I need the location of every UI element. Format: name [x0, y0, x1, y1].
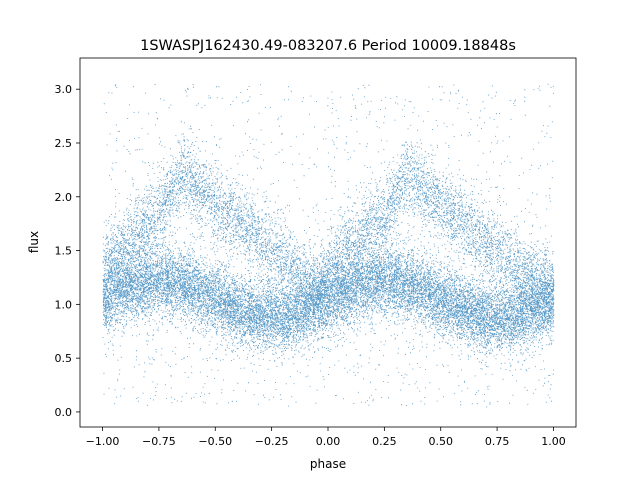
y-axis-label: flux — [27, 231, 41, 253]
x-axis-ticks: −1.00 −0.75 −0.50 −0.25 0.00 0.25 0.50 0.75 1.00 — [86, 427, 566, 448]
x-tick-label: 0.25 — [372, 435, 397, 448]
x-axis-label: phase — [310, 457, 346, 471]
x-tick-label: −0.50 — [198, 435, 232, 448]
x-tick-label: 0.00 — [316, 435, 341, 448]
y-tick-label: 0.5 — [55, 352, 73, 365]
scatter-points — [102, 83, 555, 408]
x-tick-label: 0.75 — [485, 435, 510, 448]
y-tick-label: 2.5 — [55, 137, 73, 150]
x-tick-label: −1.00 — [86, 435, 120, 448]
x-tick-label: −0.25 — [255, 435, 289, 448]
y-tick-label: 2.0 — [55, 191, 73, 204]
x-tick-label: 0.50 — [428, 435, 453, 448]
flux-points — [102, 83, 555, 408]
y-tick-label: 3.0 — [55, 83, 73, 96]
x-tick-label: −0.75 — [142, 435, 176, 448]
y-axis-ticks: 0.0 0.5 1.0 1.5 2.0 2.5 3.0 — [55, 83, 80, 419]
chart-title: 1SWASPJ162430.49-083207.6 Period 10009.1… — [140, 38, 516, 54]
y-tick-label: 1.5 — [55, 245, 73, 258]
y-tick-label: 1.0 — [55, 298, 73, 311]
y-tick-label: 0.0 — [55, 406, 73, 419]
x-tick-label: 1.00 — [541, 435, 566, 448]
